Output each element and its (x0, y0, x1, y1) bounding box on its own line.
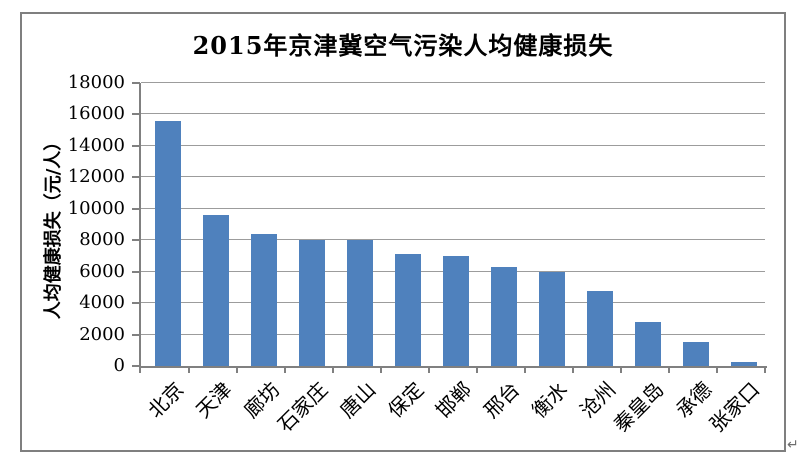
x-axis-tick (188, 368, 190, 373)
x-axis-tick (476, 368, 478, 373)
bar (299, 240, 325, 366)
x-axis-tick (380, 368, 382, 373)
x-axis-tick (428, 368, 430, 373)
y-axis-tick (132, 239, 140, 242)
x-axis-label: 保定 (383, 377, 429, 423)
x-axis-label: 北京 (143, 377, 189, 423)
y-axis-tick (132, 144, 140, 147)
y-axis-tick (132, 113, 140, 116)
x-axis-label: 张家口 (704, 377, 765, 437)
bar (635, 322, 661, 366)
y-axis-tick (132, 333, 140, 336)
x-axis-tick (139, 368, 141, 373)
x-axis-label: 天津 (191, 377, 237, 423)
paragraph-return-icon: ↵ (787, 437, 799, 453)
bar (683, 342, 709, 366)
x-axis-label: 邢台 (479, 377, 525, 423)
x-axis-tick (572, 368, 574, 373)
y-axis-tick-label: 2000 (79, 323, 125, 345)
x-axis-tick (284, 368, 286, 373)
bar (587, 291, 613, 366)
x-axis-tick (764, 368, 766, 373)
x-axis-label: 衡水 (527, 377, 573, 423)
bar (443, 256, 469, 366)
gridline (141, 82, 765, 83)
bar (251, 234, 277, 366)
y-axis-tick-label: 14000 (67, 134, 125, 156)
chart-frame: 2015年京津冀空气污染人均健康损失 人均健康损失（元/人） 0 2000 4000… (20, 12, 786, 452)
x-axis-tick (524, 368, 526, 373)
y-axis-tick-label: 16000 (67, 103, 125, 125)
y-axis-tick (132, 176, 140, 179)
x-axis-tick (620, 368, 622, 373)
x-axis-tick (716, 368, 718, 373)
y-axis-tick (132, 82, 140, 84)
y-axis-line (139, 83, 141, 368)
y-axis-tick-label: 4000 (79, 292, 125, 314)
bar (347, 240, 373, 366)
x-axis-tick (668, 368, 670, 373)
x-axis-tick (236, 368, 238, 373)
bar (203, 215, 229, 366)
bar (155, 121, 181, 366)
plot-area: 0 2000 4000 6000 8000 10000 12000 14000 16000 180… (68, 72, 767, 437)
y-axis-tick-label: 0 (113, 355, 125, 376)
x-axis-line (139, 366, 767, 368)
x-axis-label: 石家庄 (272, 377, 333, 437)
y-axis-tick-label: 18000 (67, 72, 125, 93)
y-axis-tick (132, 270, 140, 273)
bar (491, 267, 517, 366)
y-axis-tick-label: 10000 (67, 197, 125, 219)
x-axis-label: 秦皇岛 (608, 377, 669, 437)
y-axis-tick-label: 6000 (79, 260, 125, 282)
x-axis-label: 邯郸 (431, 377, 477, 423)
y-axis-tick-label: 12000 (67, 166, 125, 188)
y-axis-tick (132, 302, 140, 305)
gridline (141, 176, 765, 178)
gridline (141, 113, 765, 115)
chart-title: 2015年京津冀空气污染人均健康损失 (192, 31, 614, 60)
x-axis-tick (332, 368, 334, 373)
y-axis-tick (132, 365, 140, 367)
gridline (141, 144, 765, 146)
bar (395, 254, 421, 366)
gridline (141, 239, 765, 241)
y-axis-tick-label: 8000 (79, 229, 125, 251)
bar (539, 272, 565, 366)
bar (731, 362, 757, 366)
gridline (141, 207, 765, 209)
x-axis-label: 唐山 (335, 377, 381, 423)
y-axis-tick (132, 207, 140, 210)
